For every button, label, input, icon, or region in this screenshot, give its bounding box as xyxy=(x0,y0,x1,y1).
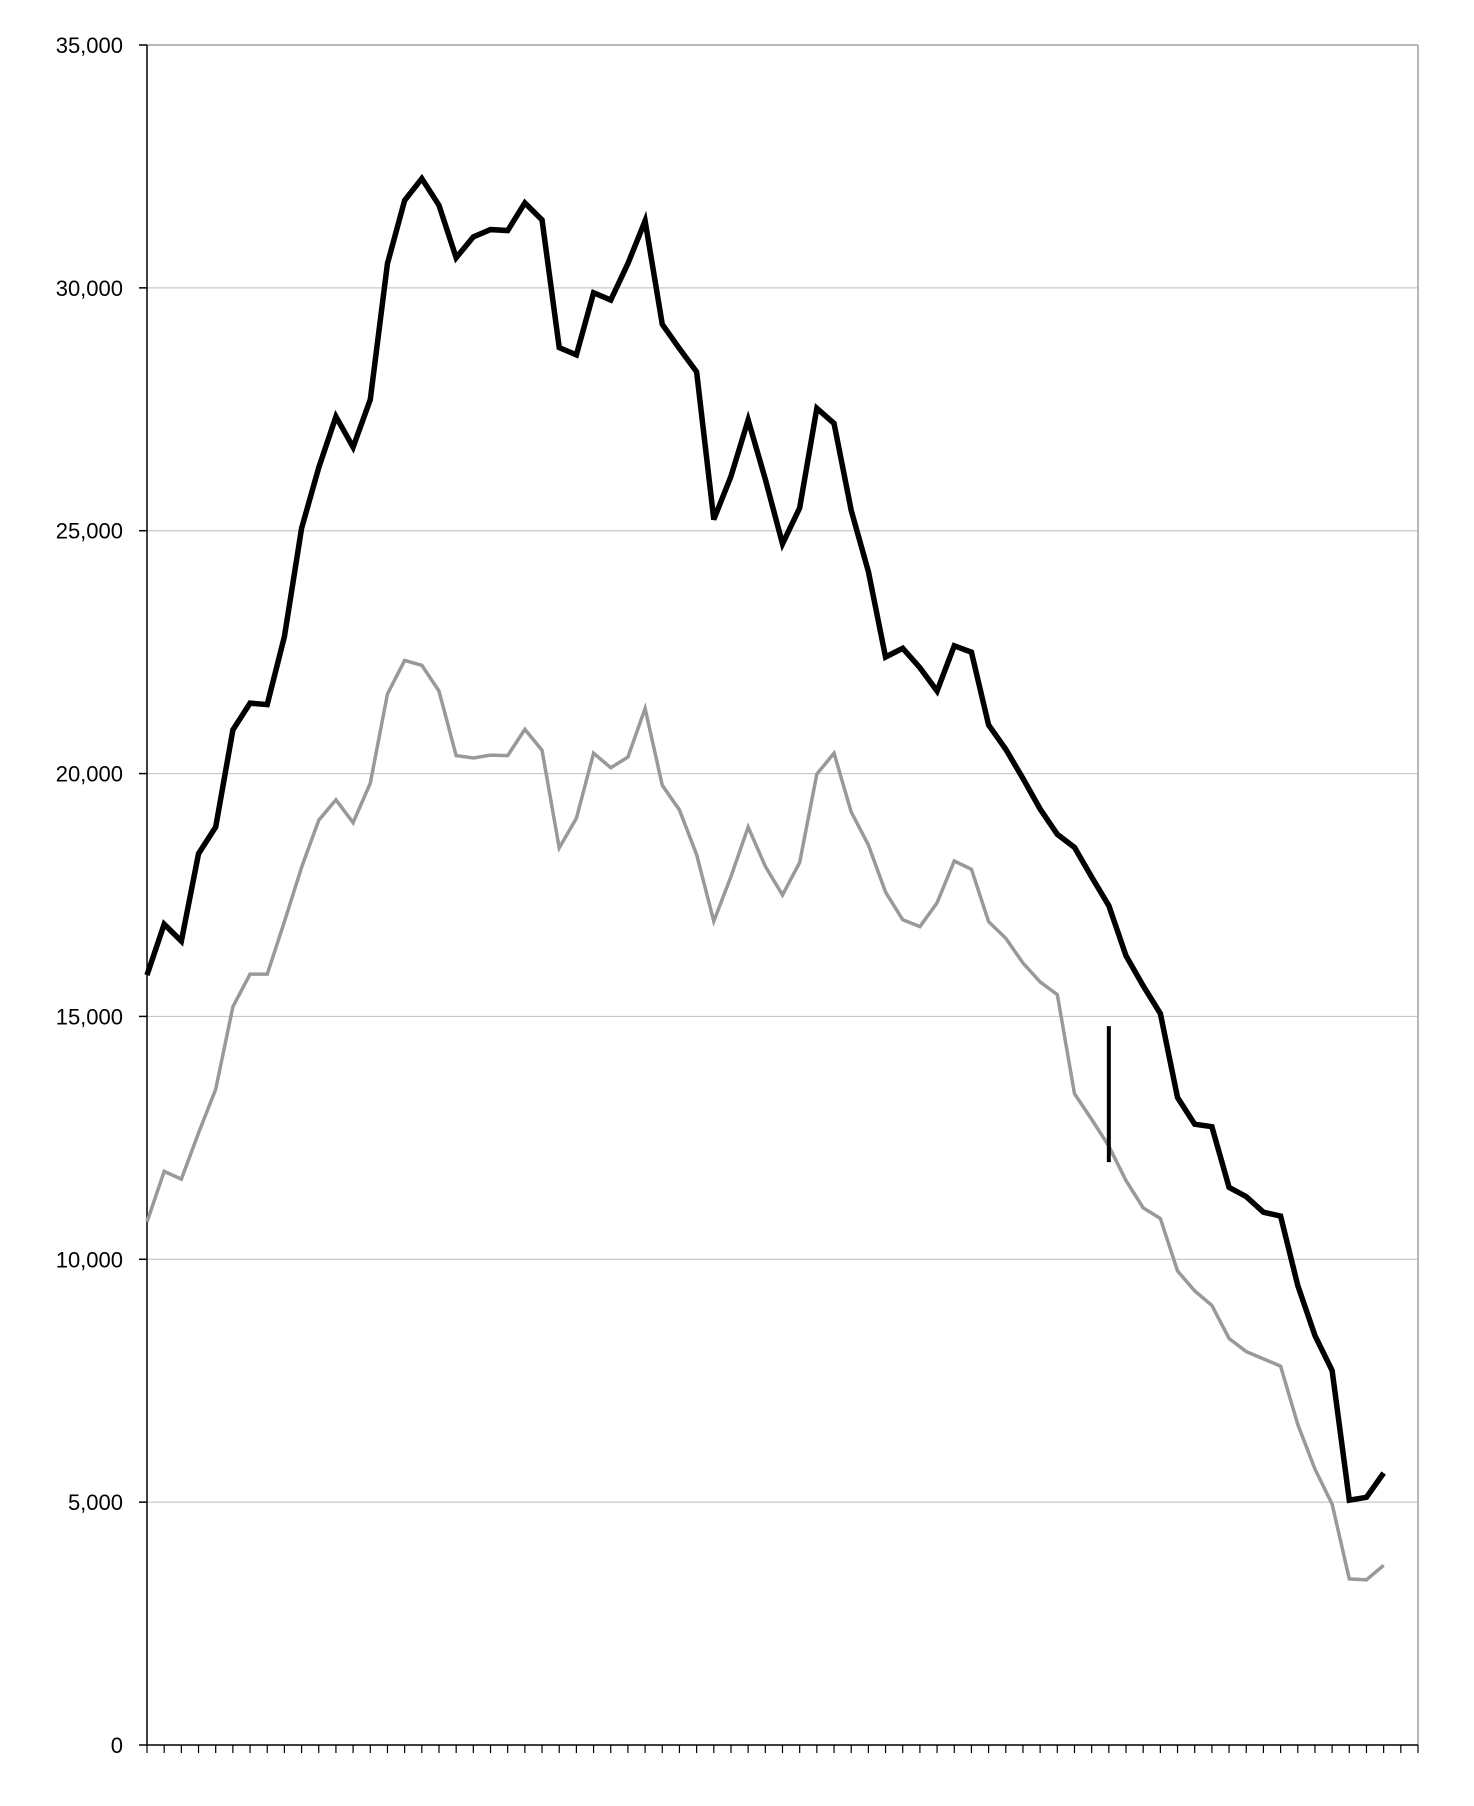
x-axis-ticks xyxy=(146,1745,1419,1753)
gridlines xyxy=(147,287,1418,1503)
y-tick-label: 25,000 xyxy=(56,519,123,544)
y-tick-label: 30,000 xyxy=(56,276,123,301)
series-lines xyxy=(144,173,1386,1582)
y-tick-label: 5,000 xyxy=(68,1490,123,1515)
axes xyxy=(146,44,1419,1746)
y-tick-label: 15,000 xyxy=(56,1004,123,1029)
series-line-black xyxy=(144,173,1386,1504)
series-line-gray xyxy=(145,658,1385,1582)
y-tick-label: 0 xyxy=(111,1733,123,1758)
y-tick-label: 10,000 xyxy=(56,1247,123,1272)
y-axis-ticks: 0 5,000 10,000 15,000 20,000 25,000 30,000 35,0… xyxy=(56,33,147,1758)
y-tick-label: 35,000 xyxy=(56,33,123,58)
y-tick-label: 20,000 xyxy=(56,762,123,787)
